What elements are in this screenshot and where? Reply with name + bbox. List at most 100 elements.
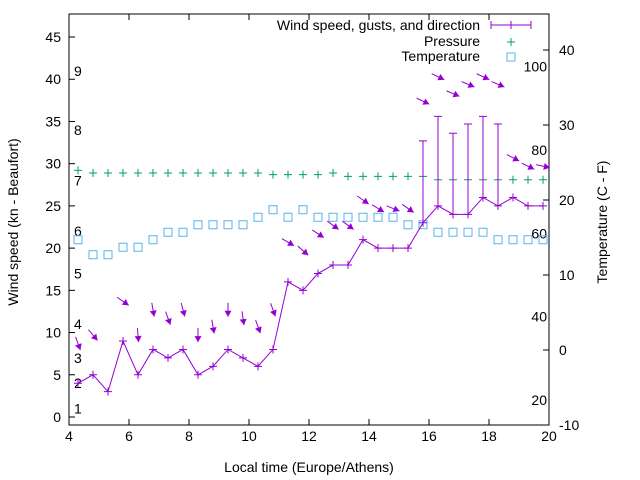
wind-point [329, 261, 337, 270]
beaufort-label: 4 [74, 316, 82, 332]
y-tick-label: 45 [45, 29, 61, 45]
temperature-point [193, 220, 203, 230]
pressure-point [164, 168, 172, 177]
beaufort-label: 5 [74, 265, 82, 281]
wind-direction-arrowhead [346, 223, 354, 230]
fahrenheit-label: 20 [531, 392, 547, 408]
y-tick-label: 25 [45, 198, 61, 214]
y-tick-label: 10 [45, 325, 61, 341]
wind-point [404, 244, 412, 253]
wind-direction-arrowhead [90, 333, 98, 341]
gust-errorbar [419, 140, 427, 223]
temperature-point [133, 242, 143, 252]
legend-label-temperature: Temperature [401, 48, 480, 64]
pressure-point [374, 172, 382, 181]
fahrenheit-label: 60 [531, 225, 547, 241]
temperature-point [118, 242, 128, 252]
beaufort-label: 3 [74, 350, 82, 366]
wind-direction-arrowhead [377, 205, 385, 213]
wind-line [77, 196, 543, 393]
temperature-point [403, 220, 413, 230]
wind-point [239, 353, 247, 362]
wind-direction-arrowhead [270, 309, 277, 317]
y2-tick-label: 10 [559, 267, 575, 283]
wind-point [134, 370, 142, 379]
gust-errorbar [464, 123, 472, 215]
wind-direction-arrowhead [543, 163, 550, 170]
pressure-point [389, 172, 397, 181]
y-tick-label: 5 [53, 367, 61, 383]
beaufort-label: 1 [74, 401, 82, 417]
wind-direction-arrowhead [301, 248, 309, 256]
gust-errorbar [479, 115, 487, 198]
pressure-point [539, 175, 547, 184]
pressure-point [179, 168, 187, 177]
pressure-point [284, 170, 292, 179]
wind-point [269, 345, 277, 354]
temperature-point [178, 227, 188, 237]
legend-pressure-point [507, 38, 515, 46]
x-tick-label: 10 [241, 428, 257, 444]
pressure-point [89, 168, 97, 177]
wind-point [89, 370, 97, 379]
wind-direction-arrowhead [179, 309, 187, 317]
wind-point [104, 387, 112, 396]
temperature-point [448, 227, 458, 237]
y-tick-label: 40 [45, 71, 61, 87]
temperature-point [238, 220, 248, 230]
wind-direction-arrowhead [165, 317, 172, 325]
wind-direction-arrowhead [452, 90, 460, 98]
wind-direction-arrowhead [331, 223, 339, 230]
pressure-point [134, 168, 142, 177]
wind-direction-arrowhead [149, 310, 157, 317]
temperature-point [88, 250, 98, 260]
temperature-point [373, 212, 383, 222]
wind-point [359, 235, 367, 244]
fahrenheit-label: 40 [531, 309, 547, 325]
temperature-point [523, 235, 533, 245]
wind-point [344, 261, 352, 270]
pressure-point [224, 168, 232, 177]
pressure-point [194, 168, 202, 177]
wind-direction-arrowhead [497, 81, 505, 88]
wind-direction-arrowhead [406, 206, 414, 213]
pressure-point [239, 168, 247, 177]
pressure-point [149, 168, 157, 177]
plot-border [68, 13, 550, 426]
y2-tick-label: 0 [559, 342, 567, 358]
y2-tick-label: -10 [559, 417, 579, 433]
x-axis-label: Local time (Europe/Athens) [224, 459, 394, 475]
y-tick-label: 0 [53, 409, 61, 425]
temperature-point [508, 235, 518, 245]
y-tick-label: 35 [45, 113, 61, 129]
beaufort-label: 7 [74, 173, 82, 189]
wind-direction-arrowhead [134, 335, 142, 343]
temperature-point [343, 212, 353, 222]
pressure-point [254, 168, 262, 177]
gust-errorbar [494, 123, 502, 206]
y2-tick-label: 40 [559, 42, 575, 58]
y2-tick-label: 30 [559, 117, 575, 133]
x-tick-label: 8 [185, 428, 193, 444]
x-tick-label: 6 [125, 428, 133, 444]
axes: 4 6 8 10 12 14 16 18 20051015202530354045-100102… [45, 13, 579, 444]
pressure-point [119, 168, 127, 177]
wind-point [149, 345, 157, 354]
wind-direction-arrowhead [512, 155, 520, 162]
wind-direction-arrowhead [527, 163, 535, 170]
temperature-point [313, 212, 323, 222]
temperature-point [358, 212, 368, 222]
wind-point [389, 244, 397, 253]
wind-direction-arrowhead [194, 336, 202, 343]
x-tick-label: 20 [541, 428, 557, 444]
temperature-point [148, 235, 158, 245]
temperature-point [73, 235, 83, 245]
y2-tick-label: 20 [559, 192, 575, 208]
pressure-point [269, 170, 277, 179]
legend-label-pressure: Pressure [424, 33, 480, 49]
wind-direction-arrowhead [361, 197, 369, 205]
gust-errorbar [449, 132, 457, 215]
temperature-point [253, 212, 263, 222]
wind-point [284, 277, 292, 286]
temperature-point [163, 227, 173, 237]
